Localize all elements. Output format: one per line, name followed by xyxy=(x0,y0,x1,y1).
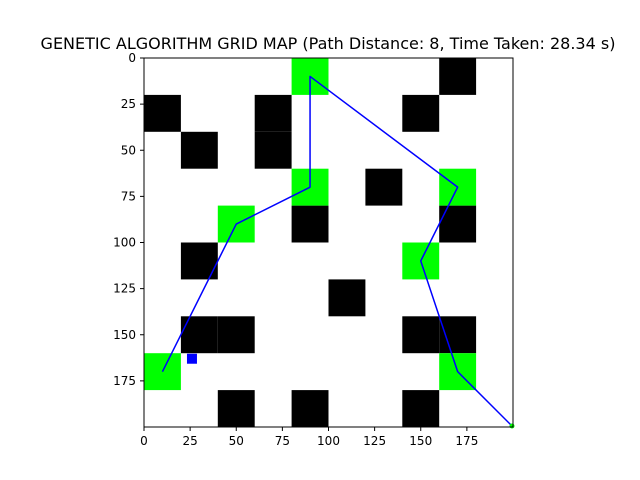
x-tick-label-175: 175 xyxy=(455,434,478,448)
path-line xyxy=(161,75,514,428)
path-layer xyxy=(161,75,514,428)
chart-title: GENETIC ALGORITHM GRID MAP (Path Distanc… xyxy=(41,34,616,53)
end-marker xyxy=(509,423,515,429)
obstacle-cell-7 xyxy=(291,205,329,243)
x-tick-label-150: 150 xyxy=(409,434,432,448)
x-axis: 0 25 50 75 100 125 150 175 xyxy=(140,427,478,448)
x-tick-label-0: 0 xyxy=(140,434,148,448)
obstacle-cell-16 xyxy=(291,390,329,427)
y-tick-label-50: 50 xyxy=(121,143,136,157)
y-tick-label-125: 125 xyxy=(113,282,136,296)
obstacle-cell-9 xyxy=(180,242,218,280)
x-tick-label-25: 25 xyxy=(182,434,197,448)
obstacle-cell-12 xyxy=(217,316,255,354)
obstacle-cell-5 xyxy=(254,131,292,169)
x-tick-label-100: 100 xyxy=(317,434,340,448)
y-tick-label-175: 175 xyxy=(113,374,136,388)
y-tick-label-75: 75 xyxy=(121,189,136,203)
obstacle-cell-11 xyxy=(180,316,218,354)
grid-cells xyxy=(144,58,477,427)
obstacle-cell-15 xyxy=(217,390,255,427)
x-tick-label-75: 75 xyxy=(275,434,290,448)
obstacle-cell-10 xyxy=(328,279,366,317)
x-tick-label-50: 50 xyxy=(229,434,244,448)
start-marker xyxy=(186,353,197,364)
y-tick-label-150: 150 xyxy=(113,328,136,342)
obstacle-cell-17 xyxy=(402,390,440,427)
obstacle-cell-4 xyxy=(180,131,218,169)
obstacle-cell-6 xyxy=(365,168,403,206)
obstacle-cell-13 xyxy=(402,316,440,354)
obstacle-cell-0 xyxy=(439,58,477,95)
obstacle-cell-8 xyxy=(439,205,477,243)
plot-area xyxy=(143,57,515,429)
obstacle-cell-1 xyxy=(144,94,181,132)
waypoint-cell-5 xyxy=(144,353,181,391)
obstacle-cell-3 xyxy=(402,94,440,132)
x-tick-label-125: 125 xyxy=(363,434,386,448)
y-tick-label-100: 100 xyxy=(113,236,136,250)
obstacle-cell-2 xyxy=(254,94,292,132)
y-tick-label-0: 0 xyxy=(128,51,136,65)
y-tick-label-25: 25 xyxy=(121,97,136,111)
y-axis: 0 25 50 75 100 125 150 175 xyxy=(113,51,144,388)
